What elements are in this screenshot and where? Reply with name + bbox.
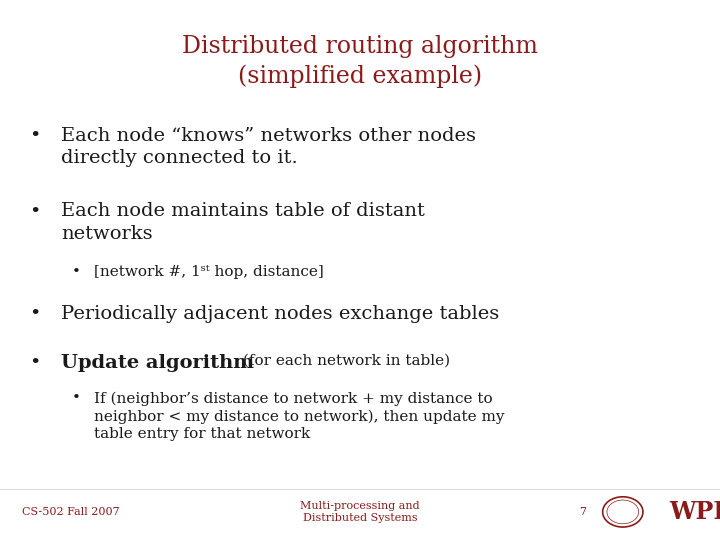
- Text: Each node “knows” networks other nodes
directly connected to it.: Each node “knows” networks other nodes d…: [61, 127, 476, 167]
- Text: Update algorithm: Update algorithm: [61, 354, 254, 372]
- Text: •: •: [72, 265, 81, 279]
- Text: WPI: WPI: [670, 500, 720, 524]
- Text: •: •: [72, 392, 81, 406]
- Text: •: •: [29, 354, 40, 372]
- Text: •: •: [29, 127, 40, 145]
- Text: Each node maintains table of distant
networks: Each node maintains table of distant net…: [61, 202, 425, 242]
- Text: If (neighbor’s distance to network + my distance to
neighbor < my distance to ne: If (neighbor’s distance to network + my …: [94, 392, 504, 441]
- Text: Multi-processing and
Distributed Systems: Multi-processing and Distributed Systems: [300, 501, 420, 523]
- Text: •: •: [29, 202, 40, 220]
- Text: Distributed routing algorithm
(simplified example): Distributed routing algorithm (simplifie…: [182, 35, 538, 88]
- Text: [network #, 1ˢᵗ hop, distance]: [network #, 1ˢᵗ hop, distance]: [94, 265, 323, 279]
- Text: Periodically adjacent nodes exchange tables: Periodically adjacent nodes exchange tab…: [61, 305, 500, 323]
- Text: (for each network in table): (for each network in table): [238, 354, 450, 368]
- Text: •: •: [29, 305, 40, 323]
- Text: 7: 7: [580, 507, 587, 517]
- Text: CS-502 Fall 2007: CS-502 Fall 2007: [22, 507, 120, 517]
